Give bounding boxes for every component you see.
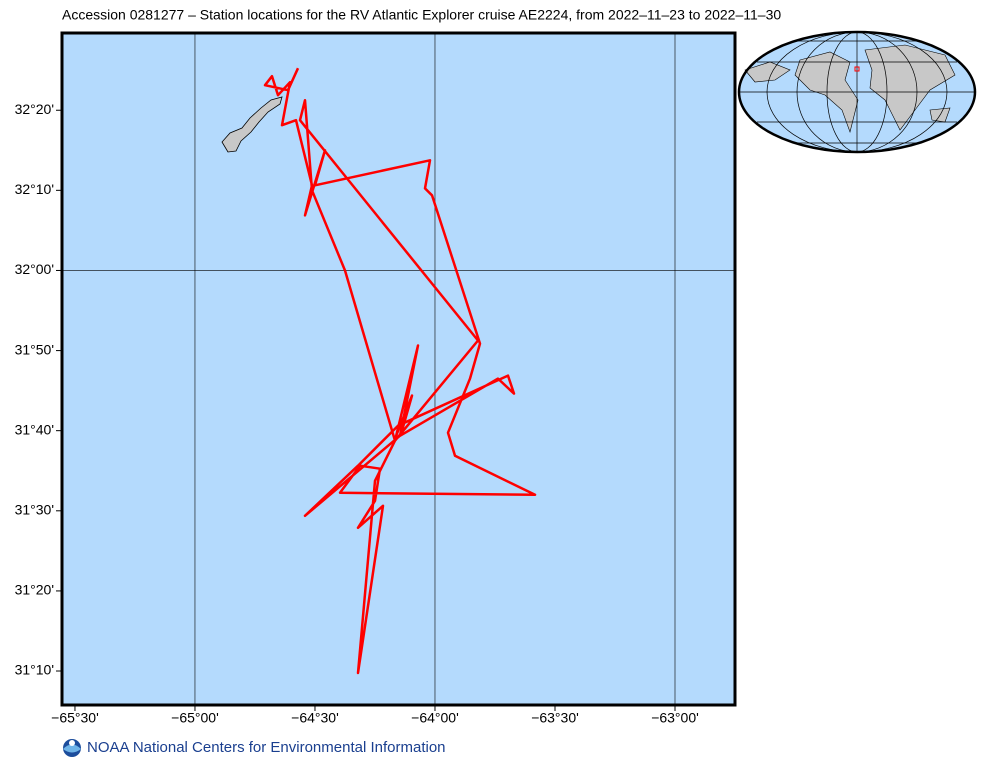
globe-outline [737, 30, 977, 154]
x-tick-label: −65°30' [51, 710, 99, 726]
chart-title: Accession 0281277 – Station locations fo… [62, 7, 781, 23]
y-tick-label: 31°30' [15, 502, 54, 518]
plot-area [62, 33, 735, 705]
x-tick-label: −63°30' [531, 710, 579, 726]
map-frame [60, 31, 737, 707]
noaa-logo [63, 739, 81, 757]
x-tick-label: −63°00' [651, 710, 699, 726]
y-tick-label: 32°20' [15, 101, 54, 117]
bermuda [221, 96, 283, 153]
y-tick-label: 31°20' [15, 582, 54, 598]
y-tick-label: 31°50' [15, 341, 54, 357]
x-tick-label: −64°30' [291, 710, 339, 726]
globe-land [864, 44, 956, 131]
x-tick-label: −65°00' [171, 710, 219, 726]
locator-box [854, 66, 860, 72]
globe-land [744, 61, 791, 83]
cruise-track [263, 67, 537, 675]
y-tick-label: 31°40' [15, 421, 54, 437]
y-tick-label: 31°10' [15, 662, 54, 678]
inset-globe [737, 30, 977, 154]
footer: NOAA National Centers for Environmental … [87, 739, 446, 756]
y-tick-label: 32°00' [15, 261, 54, 277]
map-ocean [62, 33, 735, 705]
y-tick-label: 32°10' [15, 181, 54, 197]
x-tick-label: −64°00' [411, 710, 459, 726]
